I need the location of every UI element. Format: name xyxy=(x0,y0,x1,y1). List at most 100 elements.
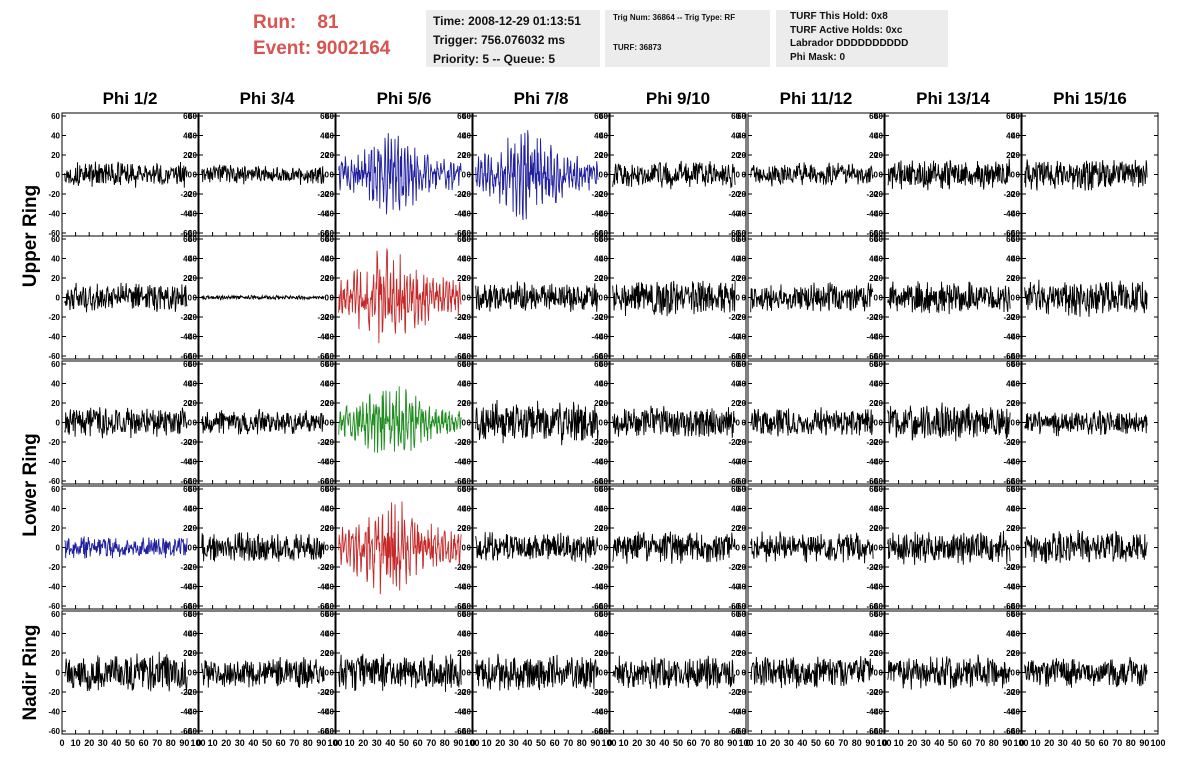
x-tick-label: 60 xyxy=(413,738,423,748)
y-tick-label-right: 60 xyxy=(457,360,466,369)
waveform-trace-r3c4 xyxy=(612,531,736,564)
y-tick-label-left: 20 xyxy=(462,274,471,283)
y-tick-label-right: 20 xyxy=(183,274,192,283)
y-tick-label-right: 20 xyxy=(1006,399,1015,408)
turf-this-hold-text: TURF This Hold: 0x8 xyxy=(790,11,888,22)
y-tick-label-left: 20 xyxy=(737,524,746,533)
y-tick-label-right: 60 xyxy=(1006,112,1015,121)
y-tick-label-left: 40 xyxy=(599,505,608,514)
y-tick-label-left: -20 xyxy=(871,313,883,322)
x-tick-label: 30 xyxy=(921,738,931,748)
y-tick-label-left: -40 xyxy=(734,333,746,342)
y-tick-label-left: -40 xyxy=(459,708,471,717)
y-tick-label-right: 20 xyxy=(457,399,466,408)
y-tick-label-left: 40 xyxy=(737,255,746,264)
y-tick-label-right: 20 xyxy=(731,151,740,160)
y-tick-label-left: 40 xyxy=(462,505,471,514)
y-tick-label-right: 60 xyxy=(731,235,740,244)
y-tick-label-left: 0 xyxy=(330,171,335,180)
y-tick-label-left: 40 xyxy=(325,380,334,389)
x-tick-label: 10 xyxy=(482,738,492,748)
run-label: Run: xyxy=(253,12,297,33)
y-tick-label-right: 20 xyxy=(594,649,603,658)
x-tick-label: 100 xyxy=(738,738,753,748)
y-tick-label-right: 20 xyxy=(457,151,466,160)
turf-text: TURF: 36873 xyxy=(613,43,662,52)
x-tick-label: 0 xyxy=(333,738,338,748)
y-tick-label-left: 60 xyxy=(325,610,334,619)
trigger-text: Trigger: 756.076032 ms xyxy=(433,33,566,47)
y-tick-label-left: 20 xyxy=(874,151,883,160)
y-tick-label-left: -40 xyxy=(871,210,883,219)
x-tick-label: 30 xyxy=(1058,738,1068,748)
y-tick-label-right: 40 xyxy=(869,630,878,639)
y-tick-label-left: 60 xyxy=(51,360,60,369)
y-tick-label-left: 60 xyxy=(737,235,746,244)
y-tick-label-right: -60 xyxy=(1003,727,1015,736)
y-tick-label-left: -20 xyxy=(48,563,60,572)
y-tick-label-left: -20 xyxy=(48,190,60,199)
y-tick-label-left: -20 xyxy=(322,688,334,697)
y-tick-label-left: -60 xyxy=(48,352,60,361)
y-tick-label-right: -20 xyxy=(317,438,329,447)
y-tick-label-left: 60 xyxy=(599,485,608,494)
y-tick-label-right: 40 xyxy=(457,380,466,389)
waveform-trace-r0c5 xyxy=(750,162,874,187)
y-tick-label-left: 60 xyxy=(1011,485,1020,494)
y-tick-label-right: 0 xyxy=(1011,419,1016,428)
y-tick-label-left: -40 xyxy=(185,333,197,342)
waveform-trace-r1c2 xyxy=(338,248,462,344)
y-tick-label-right: -40 xyxy=(866,458,878,467)
waveform-trace-r4c3 xyxy=(475,653,599,691)
y-tick-label-right: 20 xyxy=(869,524,878,533)
waveform-trace-r4c5 xyxy=(750,655,874,689)
time-text: Time: 2008-12-29 01:13:51 xyxy=(433,14,581,28)
y-tick-label-right: 20 xyxy=(183,649,192,658)
y-tick-label-right: -60 xyxy=(591,352,603,361)
y-tick-label-right: -40 xyxy=(317,708,329,717)
y-tick-label-left: 40 xyxy=(737,630,746,639)
y-tick-label-left: 0 xyxy=(467,544,472,553)
y-tick-label-left: 0 xyxy=(467,669,472,678)
y-tick-label-left: 40 xyxy=(874,505,883,514)
y-tick-label-left: 20 xyxy=(874,524,883,533)
x-tick-label: 80 xyxy=(714,738,724,748)
y-tick-label-right: 40 xyxy=(457,505,466,514)
waveform-trace-r0c7 xyxy=(1024,159,1148,191)
x-tick-label: 40 xyxy=(1071,738,1081,748)
y-tick-label-left: -60 xyxy=(1008,352,1020,361)
y-tick-label-left: -40 xyxy=(48,583,60,592)
y-tick-label-left: -60 xyxy=(48,477,60,486)
waveform-trace-r3c5 xyxy=(750,531,874,564)
waveform-trace-r3c1 xyxy=(201,532,325,562)
panel-frame-r0c3 xyxy=(472,112,610,237)
y-tick-label-left: -60 xyxy=(734,229,746,238)
waveform-trace-r3c2 xyxy=(338,501,462,595)
y-tick-label-left: -60 xyxy=(322,352,334,361)
y-tick-label-right: -40 xyxy=(180,708,192,717)
y-tick-label-left: 20 xyxy=(737,649,746,658)
y-tick-label-right: -60 xyxy=(180,727,192,736)
y-tick-label-right: -40 xyxy=(1003,583,1015,592)
y-tick-label-left: -60 xyxy=(871,727,883,736)
x-tick-label: 90 xyxy=(1002,738,1012,748)
y-tick-label-right: 40 xyxy=(320,380,329,389)
column-header-1: Phi 1/2 xyxy=(103,89,158,108)
x-tick-label: 20 xyxy=(358,738,368,748)
y-tick-label-right: 0 xyxy=(188,544,193,553)
x-tick-label: 20 xyxy=(907,738,917,748)
y-tick-label-right: 60 xyxy=(1006,485,1015,494)
y-tick-label-left: 20 xyxy=(188,399,197,408)
y-tick-label-left: -60 xyxy=(322,229,334,238)
y-tick-label-left: 60 xyxy=(188,235,197,244)
y-tick-label-right: 40 xyxy=(320,132,329,141)
y-tick-label-right: 0 xyxy=(874,544,879,553)
y-tick-label-right: 0 xyxy=(325,294,330,303)
y-tick-label-left: -60 xyxy=(1008,602,1020,611)
waveform-trace-r1c0 xyxy=(64,282,188,313)
x-tick-label: 90 xyxy=(727,738,737,748)
y-tick-label-left: 40 xyxy=(325,505,334,514)
y-tick-label-left: 20 xyxy=(1011,399,1020,408)
y-tick-label-right: -20 xyxy=(866,190,878,199)
y-tick-label-right: 0 xyxy=(1011,171,1016,180)
